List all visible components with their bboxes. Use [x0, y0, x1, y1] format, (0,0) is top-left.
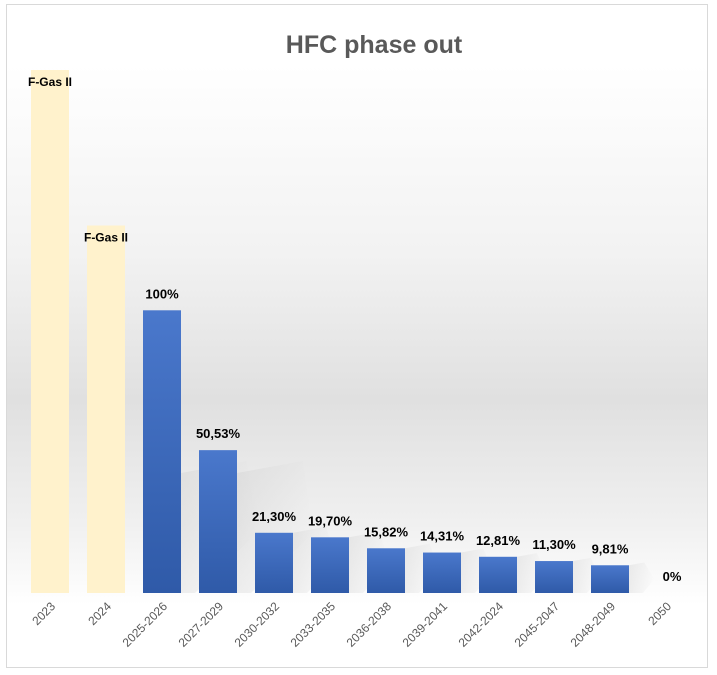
bar-2042-2024: [479, 556, 517, 593]
chart-title: HFC phase out: [286, 31, 463, 59]
bar-2048-2049: [591, 565, 629, 593]
reference-label-2023: F-Gas II: [28, 75, 72, 89]
data-label-2045-2047: 11,30%: [532, 537, 576, 552]
x-tick-2042-2024: 2042-2024: [456, 599, 507, 650]
x-tick-2030-2032: 2030-2032: [232, 599, 283, 650]
x-axis-tick-labels: 2023 2024 2025-2026 2027-2029 2030-2032 2033-…: [29, 599, 674, 650]
data-label-2050: 0%: [663, 569, 682, 584]
bar-2039-2041: [423, 552, 461, 593]
x-tick-2033-2035: 2033-2035: [288, 599, 339, 650]
x-tick-2025-2026: 2025-2026: [120, 599, 171, 650]
reference-bar-2024: [87, 225, 125, 593]
data-label-2042-2024: 12,81%: [476, 533, 521, 548]
bar-2033-2035: [311, 537, 349, 593]
data-label-2027-2029: 50,53%: [196, 426, 241, 441]
reference-bar-2023: [31, 70, 69, 593]
x-tick-2048-2049: 2048-2049: [568, 599, 619, 650]
data-label-2025-2026: 100%: [145, 286, 179, 301]
data-label-2039-2041: 14,31%: [420, 529, 465, 544]
chart-frame: HFC phase out F-Gas II F-Gas II 100% 50,53%…: [6, 4, 708, 668]
hfc-phase-out-chart: HFC phase out F-Gas II F-Gas II 100% 50,53%…: [7, 31, 707, 650]
x-tick-2036-2038: 2036-2038: [344, 599, 395, 650]
bars: [31, 70, 629, 593]
bar-2045-2047: [535, 561, 573, 593]
bar-2036-2038: [367, 548, 405, 593]
bar-2025-2026: [143, 310, 181, 593]
x-tick-2045-2047: 2045-2047: [512, 599, 563, 650]
bar-2027-2029: [199, 450, 237, 593]
data-label-2048-2049: 9,81%: [592, 541, 629, 556]
x-tick-2039-2041: 2039-2041: [400, 599, 451, 650]
bar-shadow-2048-2049: [629, 562, 655, 593]
bar-2030-2032: [255, 532, 293, 593]
x-tick-2027-2029: 2027-2029: [176, 599, 227, 650]
reference-label-2024: F-Gas II: [84, 230, 128, 244]
data-label-2036-2038: 15,82%: [364, 524, 409, 539]
data-labels: F-Gas II F-Gas II 100% 50,53% 21,30% 19,70% 15…: [28, 75, 682, 584]
data-label-2030-2032: 21,30%: [252, 509, 297, 524]
data-label-2033-2035: 19,70%: [308, 513, 353, 528]
